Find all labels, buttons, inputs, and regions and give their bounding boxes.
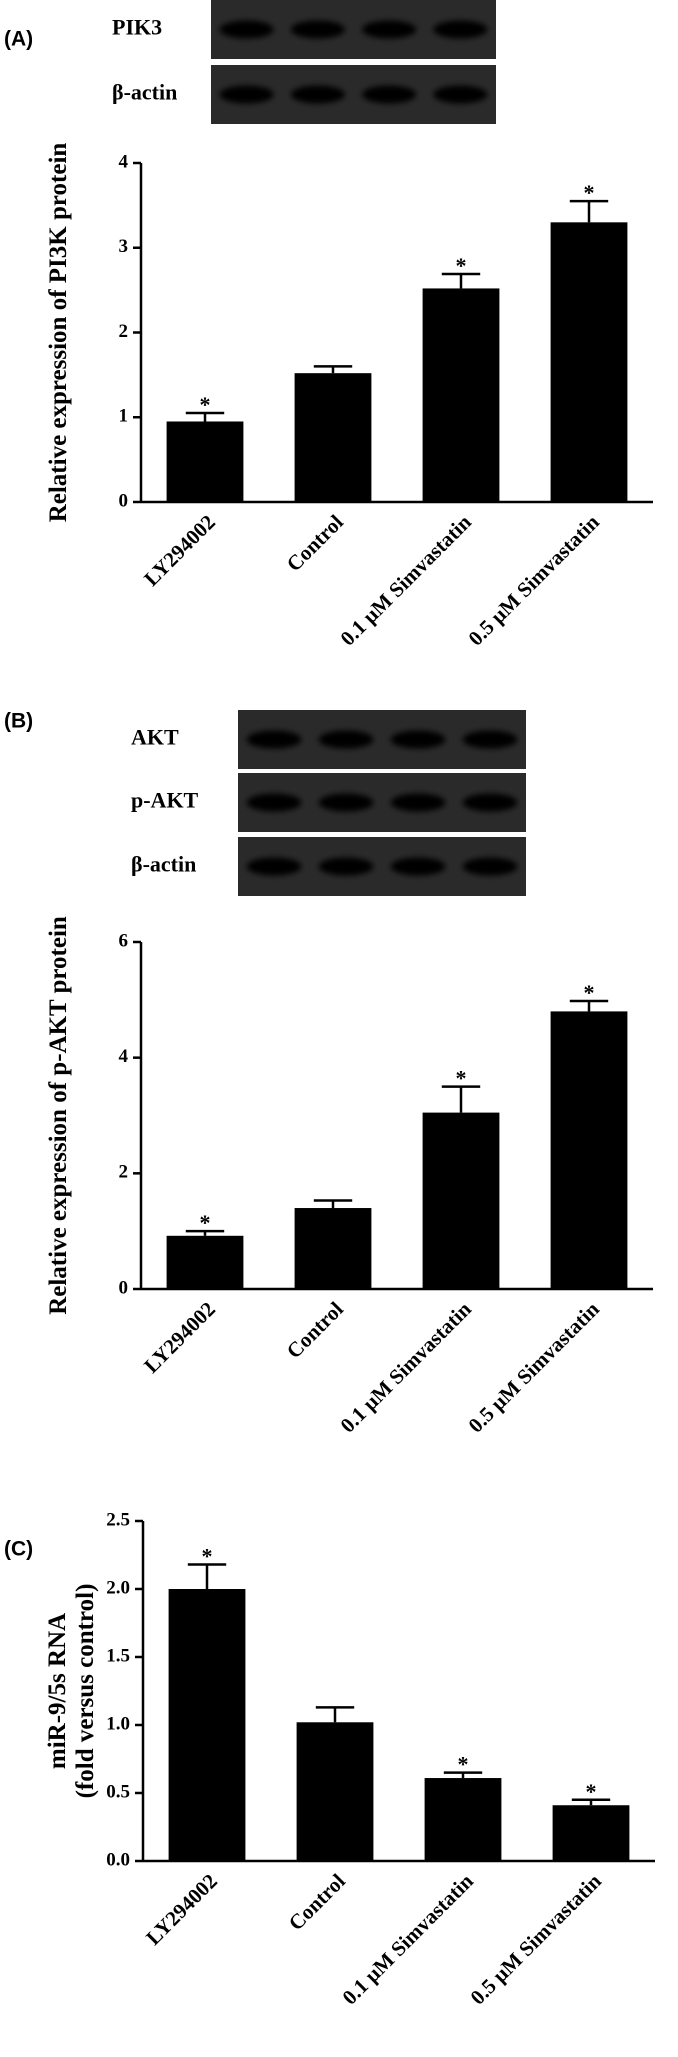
blot-band bbox=[246, 730, 302, 749]
y-axis-label: miR-9/5s RNA(fold versus control) bbox=[44, 1584, 99, 1799]
blot-band bbox=[219, 20, 274, 39]
y-axis-label-line: miR-9/5s RNA bbox=[44, 1613, 71, 1769]
y-tick-label: 3 bbox=[119, 236, 129, 257]
y-tick-label: 6 bbox=[119, 930, 129, 951]
bar bbox=[166, 1235, 244, 1289]
y-tick-label: 2 bbox=[119, 321, 129, 342]
y-tick-label: 4 bbox=[119, 1046, 129, 1067]
blot-band bbox=[433, 85, 488, 104]
y-axis-label-line: Relative expression of p-AKT protein bbox=[45, 916, 72, 1315]
panel-label: (B) bbox=[4, 710, 33, 733]
x-tick-label: Control bbox=[282, 510, 348, 576]
bar bbox=[296, 1722, 374, 1861]
y-tick-label: 0 bbox=[119, 490, 129, 511]
blot-band bbox=[390, 857, 446, 876]
blot-band bbox=[318, 857, 374, 876]
bar bbox=[294, 1208, 372, 1289]
y-tick-label: 1.0 bbox=[106, 1713, 130, 1734]
y-axis-label-line: Relative expression of PI3K protein bbox=[45, 143, 72, 523]
y-tick-label: 2.5 bbox=[106, 1509, 130, 1530]
bar bbox=[550, 222, 628, 502]
x-tick-label: LY294002 bbox=[139, 510, 220, 591]
x-tick-label: 0.1 μM Simvastatin bbox=[335, 510, 476, 651]
blot-label: p-AKT bbox=[131, 788, 199, 813]
y-tick-label: 0 bbox=[119, 1277, 129, 1298]
y-axis-label: Relative expression of PI3K protein bbox=[45, 143, 72, 523]
y-tick-label: 1.5 bbox=[106, 1645, 130, 1666]
bar bbox=[424, 1778, 502, 1861]
y-tick-label: 4 bbox=[119, 151, 129, 172]
bar bbox=[166, 421, 244, 502]
y-tick-label: 1 bbox=[119, 406, 129, 427]
blot-band bbox=[433, 20, 488, 39]
blot-label: PIK3 bbox=[112, 15, 162, 40]
y-tick-label: 0.0 bbox=[106, 1849, 130, 1870]
x-tick-label: Control bbox=[282, 1297, 348, 1363]
blot-band bbox=[246, 857, 302, 876]
bar bbox=[168, 1589, 246, 1861]
blot-band bbox=[390, 793, 446, 812]
y-tick-label: 2.0 bbox=[106, 1577, 130, 1598]
x-tick-label: 0.1 μM Simvastatin bbox=[335, 1297, 476, 1438]
bar bbox=[422, 1112, 500, 1289]
significance-marker: * bbox=[200, 1210, 211, 1235]
panel-label: (C) bbox=[4, 1538, 33, 1561]
bar bbox=[552, 1805, 630, 1861]
bar bbox=[550, 1011, 628, 1289]
significance-marker: * bbox=[456, 1066, 467, 1091]
x-tick-label: Control bbox=[284, 1869, 350, 1935]
significance-marker: * bbox=[200, 392, 211, 417]
x-tick-label: 0.1 μM Simvastatin bbox=[337, 1869, 478, 2010]
significance-marker: * bbox=[202, 1544, 213, 1569]
significance-marker: * bbox=[584, 180, 595, 205]
bar bbox=[422, 288, 500, 502]
y-tick-label: 0.5 bbox=[106, 1781, 130, 1802]
x-tick-label: LY294002 bbox=[139, 1297, 220, 1378]
x-tick-label: 0.5 μM Simvastatin bbox=[463, 1297, 604, 1438]
x-tick-label: 0.5 μM Simvastatin bbox=[465, 1869, 606, 2010]
significance-marker: * bbox=[458, 1752, 469, 1777]
blot-band bbox=[290, 20, 345, 39]
significance-marker: * bbox=[456, 253, 467, 278]
significance-marker: * bbox=[586, 1779, 597, 1804]
blot-band bbox=[462, 730, 518, 749]
blot-band bbox=[219, 85, 274, 104]
x-tick-label: 0.5 μM Simvastatin bbox=[463, 510, 604, 651]
blot-band bbox=[362, 20, 417, 39]
blot-band bbox=[462, 793, 518, 812]
blot-band bbox=[318, 730, 374, 749]
y-axis-label-line: (fold versus control) bbox=[72, 1584, 99, 1799]
x-tick-label: LY294002 bbox=[141, 1869, 222, 1950]
y-axis-label: Relative expression of p-AKT protein bbox=[45, 916, 72, 1315]
blot-band bbox=[362, 85, 417, 104]
blot-band bbox=[462, 857, 518, 876]
blot-label: AKT bbox=[131, 725, 179, 750]
blot-band bbox=[390, 730, 446, 749]
blot-band bbox=[246, 793, 302, 812]
blot-band bbox=[318, 793, 374, 812]
significance-marker: * bbox=[584, 980, 595, 1005]
blot-label: β-actin bbox=[112, 80, 177, 105]
panel-label: (A) bbox=[4, 28, 33, 51]
blot-band bbox=[290, 85, 345, 104]
y-tick-label: 2 bbox=[119, 1162, 129, 1183]
bar bbox=[294, 373, 372, 502]
blot-label: β-actin bbox=[131, 852, 196, 877]
